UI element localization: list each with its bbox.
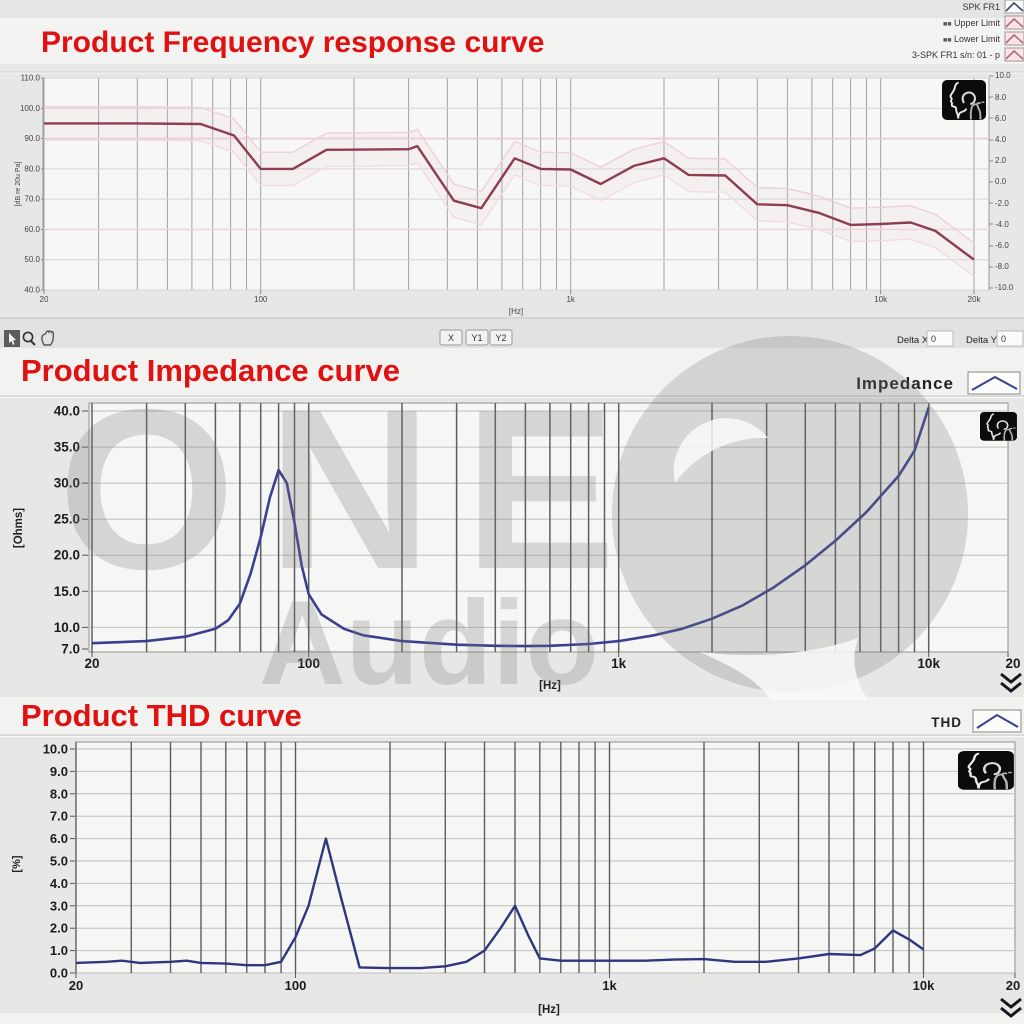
svg-text:50.0: 50.0: [24, 255, 40, 264]
svg-text:4.0: 4.0: [50, 876, 68, 891]
svg-text:90.0: 90.0: [24, 134, 40, 143]
svg-text:Audio: Audio: [259, 576, 599, 710]
svg-text:9.0: 9.0: [50, 764, 68, 779]
svg-text:X: X: [448, 333, 454, 343]
svg-text:SPK FR1: SPK FR1: [962, 2, 1000, 12]
svg-text:Product Impedance curve: Product Impedance curve: [21, 353, 400, 388]
svg-text:6.0: 6.0: [995, 114, 1007, 123]
svg-text:0.0: 0.0: [995, 177, 1007, 186]
svg-text:7.0: 7.0: [50, 809, 68, 824]
svg-text:10.0: 10.0: [54, 620, 80, 635]
svg-text:35.0: 35.0: [54, 440, 80, 455]
svg-text:20k: 20k: [968, 295, 982, 304]
svg-text:70.0: 70.0: [24, 195, 40, 204]
svg-text:0: 0: [1001, 334, 1006, 344]
svg-text:80.0: 80.0: [24, 164, 40, 173]
svg-text:[Hz]: [Hz]: [538, 1004, 560, 1016]
svg-text:0: 0: [931, 334, 936, 344]
svg-text:-8.0: -8.0: [995, 262, 1009, 271]
svg-text:20: 20: [84, 656, 99, 671]
svg-text:-2.0: -2.0: [995, 199, 1009, 208]
svg-text:-4.0: -4.0: [995, 220, 1009, 229]
svg-text:6.0: 6.0: [50, 831, 68, 846]
svg-text:100: 100: [285, 978, 307, 993]
svg-text:■■ Lower Limit: ■■ Lower Limit: [943, 34, 1000, 44]
svg-text:20: 20: [40, 295, 49, 304]
svg-text:10.0: 10.0: [43, 742, 68, 757]
svg-text:1k: 1k: [602, 978, 617, 993]
svg-text:10.0: 10.0: [995, 71, 1011, 80]
svg-text:8.0: 8.0: [50, 786, 68, 801]
svg-text:100: 100: [297, 656, 320, 671]
svg-text:1k: 1k: [566, 295, 575, 304]
svg-text:ONE: ONE: [58, 363, 648, 617]
svg-text:Product Frequency response cur: Product Frequency response curve: [41, 26, 545, 59]
svg-text:Delta Y: Delta Y: [966, 335, 998, 346]
svg-text:Delta X: Delta X: [897, 335, 929, 346]
svg-text:20: 20: [1005, 656, 1020, 671]
svg-text:30.0: 30.0: [54, 476, 80, 491]
svg-text:Y2: Y2: [495, 333, 506, 343]
svg-text:20: 20: [69, 978, 83, 993]
svg-text:Product THD curve: Product THD curve: [21, 698, 302, 733]
svg-text:1.0: 1.0: [50, 943, 68, 958]
svg-text:[%]: [%]: [11, 855, 23, 872]
svg-text:25.0: 25.0: [54, 512, 80, 527]
svg-text:10k: 10k: [917, 656, 940, 671]
svg-text:[dB re 20u Pa]: [dB re 20u Pa]: [15, 162, 22, 207]
svg-text:10k: 10k: [874, 295, 888, 304]
svg-text:20.0: 20.0: [54, 548, 80, 563]
svg-text:Y1: Y1: [471, 333, 482, 343]
svg-text:60.0: 60.0: [24, 225, 40, 234]
svg-text:110.0: 110.0: [21, 74, 41, 83]
svg-text:[Hz]: [Hz]: [509, 307, 523, 316]
svg-text:THD: THD: [931, 715, 962, 730]
svg-text:[Hz]: [Hz]: [539, 680, 561, 692]
svg-text:3-SPK FR1 s/n: 01 - p: 3-SPK FR1 s/n: 01 - p: [912, 50, 1000, 60]
svg-text:40.0: 40.0: [54, 404, 80, 419]
svg-text:0.0: 0.0: [50, 966, 68, 981]
svg-text:-6.0: -6.0: [995, 241, 1009, 250]
svg-text:100.0: 100.0: [20, 104, 41, 113]
svg-text:100: 100: [254, 295, 268, 304]
svg-text:8.0: 8.0: [995, 93, 1007, 102]
svg-text:-10.0: -10.0: [995, 283, 1014, 292]
svg-text:[Ohms]: [Ohms]: [13, 508, 25, 548]
svg-text:2.0: 2.0: [50, 921, 68, 936]
svg-text:■■ Upper Limit: ■■ Upper Limit: [943, 18, 1000, 28]
svg-text:40.0: 40.0: [24, 286, 40, 295]
svg-text:10k: 10k: [913, 978, 935, 993]
svg-text:5.0: 5.0: [50, 854, 68, 869]
svg-text:Impedance: Impedance: [856, 374, 954, 393]
svg-text:3.0: 3.0: [50, 898, 68, 913]
svg-text:1k: 1k: [611, 656, 627, 671]
svg-text:2.0: 2.0: [995, 156, 1007, 165]
svg-text:7.0: 7.0: [61, 642, 80, 657]
svg-text:20: 20: [1006, 978, 1020, 993]
svg-text:4.0: 4.0: [995, 135, 1007, 144]
svg-text:15.0: 15.0: [54, 584, 80, 599]
